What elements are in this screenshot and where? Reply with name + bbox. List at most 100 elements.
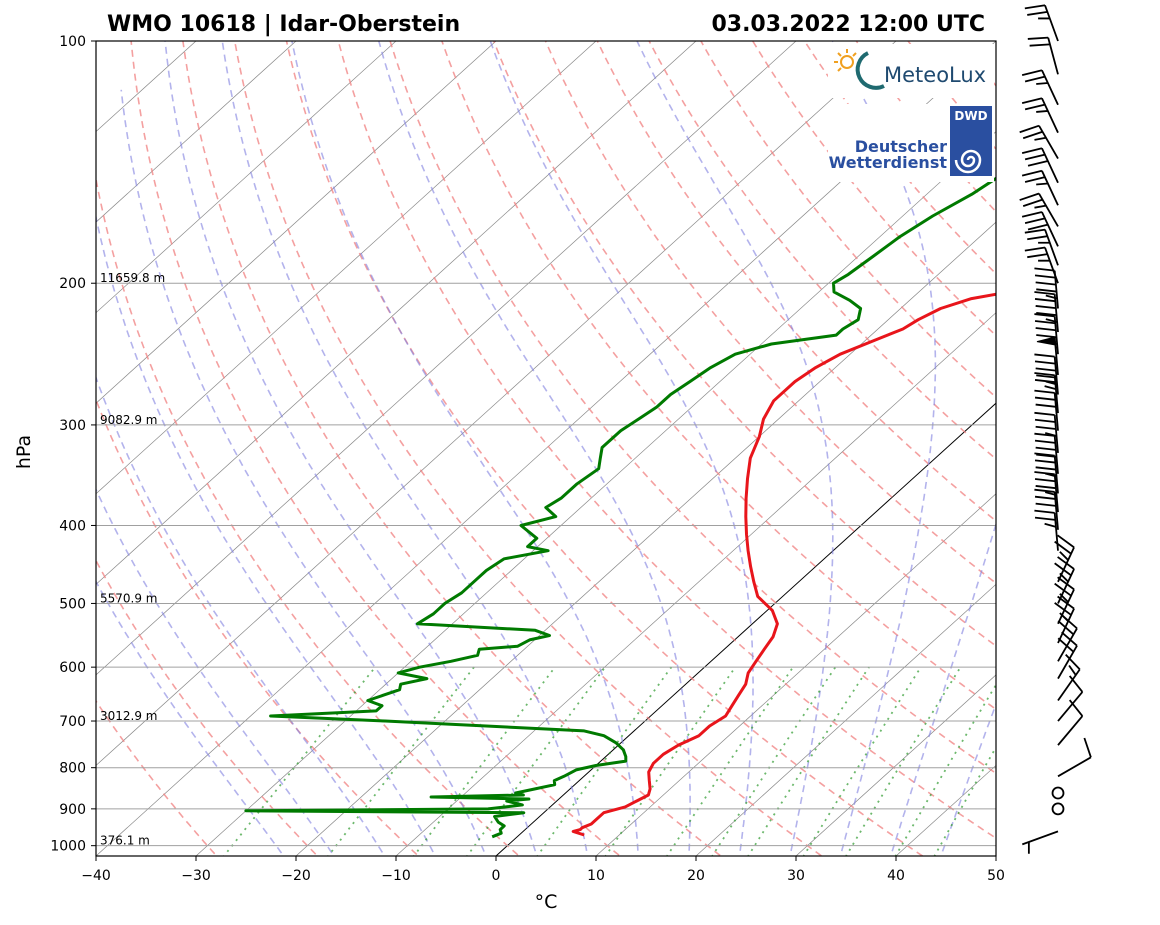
wind-barb [1024, 228, 1059, 266]
moist-adiabat-line [96, 213, 437, 856]
moist-adiabat-line [291, 41, 640, 856]
isotherm-line [96, 41, 397, 314]
plot-frame [95, 40, 997, 857]
barb-feather [1054, 582, 1072, 597]
barb-feather [1034, 379, 1056, 384]
barb-feather [1057, 595, 1075, 610]
dry-adiabat-line [96, 175, 521, 856]
barb-feather [1027, 36, 1049, 40]
wind-barbs [1019, 4, 1092, 854]
temperature-line [571, 292, 996, 837]
barb-shaft [1047, 37, 1059, 75]
barb-feather [1035, 446, 1057, 451]
height-labels: 11659.8 m 9082.9 m 5570.9 m 3012.9 m 376.1 m [100, 271, 165, 847]
mixing-ratio-line [933, 745, 996, 856]
mixing-ratio-line [604, 666, 737, 856]
barb-shaft [1057, 715, 1084, 746]
barb-feather [1034, 320, 1056, 325]
x-tick-label: 10 [587, 868, 605, 884]
wind-barb [1024, 4, 1059, 42]
dwd-logo: DWD Deutscher Wetterdienst [828, 104, 994, 182]
barb-feather [1061, 614, 1078, 630]
mixing-ratio-line [536, 666, 673, 856]
sun-icon [834, 49, 857, 72]
moist-adiabat-line [889, 521, 996, 856]
dry-adiabat-line [96, 558, 319, 856]
barb-feather [1021, 169, 1043, 177]
barb-feather [1034, 298, 1056, 303]
barb-feather [1034, 432, 1055, 437]
barb-feather [1022, 198, 1043, 207]
y-axis-label: hPa [13, 435, 35, 469]
wind-barb [1021, 169, 1059, 206]
calm-wind-circle [1051, 786, 1065, 800]
mixing-ratio-line [465, 666, 606, 856]
barb-feather [1024, 217, 1046, 225]
isotherm-line [96, 41, 897, 766]
barb-feather [1019, 192, 1040, 201]
wind-barb [1034, 411, 1059, 453]
barb-shaft [1041, 69, 1059, 106]
barb-shaft [1038, 125, 1059, 160]
barb-feather [1024, 4, 1046, 10]
swoosh-icon [855, 51, 885, 90]
isotherm-line [995, 855, 996, 856]
wind-barb [1057, 631, 1078, 680]
mixing-ratio-line [845, 666, 962, 856]
dewpoint-line [244, 176, 996, 839]
barb-feather [1068, 664, 1077, 676]
barb-feather [1036, 288, 1057, 293]
barb-feather [1024, 153, 1046, 161]
isotherm-line [96, 41, 697, 585]
y-tick-label: 600 [59, 660, 86, 676]
barb-feather [1044, 385, 1057, 391]
barb-feather [1035, 367, 1057, 372]
height-label: 3012.9 m [100, 709, 158, 723]
barb-feather [1024, 246, 1046, 252]
mixing-ratio-line [894, 683, 996, 856]
barb-feather [1021, 69, 1043, 76]
dry-adiabat-line [96, 397, 420, 856]
barb-feather [1035, 327, 1057, 332]
dry-adiabat-line [96, 699, 218, 856]
dry-adiabat-line [182, 41, 723, 856]
wind-barb [1034, 509, 1059, 551]
x-tick-label: 0 [492, 868, 501, 884]
barb-feather [1035, 425, 1057, 430]
x-tick-label: 40 [887, 868, 905, 884]
barb-feather [1036, 374, 1057, 379]
moist-adiabat-line [489, 41, 754, 856]
wind-barb [1054, 534, 1075, 583]
wind-barb [1057, 699, 1084, 746]
barb-feather [1054, 602, 1072, 616]
wind-barb [1021, 147, 1059, 184]
barb-feather [1057, 620, 1075, 636]
x-tick-label: 20 [687, 868, 705, 884]
mixing-ratio-line [222, 666, 376, 856]
barb-feather [1024, 75, 1046, 83]
height-label: 5570.9 m [100, 591, 158, 605]
barb-feather [1027, 10, 1048, 16]
dry-adiabat-line [389, 41, 996, 775]
mixing-ratio-line [747, 666, 870, 856]
barb-feather [1036, 182, 1048, 186]
wind-barb [1034, 267, 1059, 309]
barb-feather [1057, 637, 1075, 653]
barb-feather [1083, 737, 1092, 758]
wind-barb [1034, 389, 1059, 431]
barb-feather [1034, 204, 1047, 209]
moist-adiabat-line [940, 701, 996, 856]
barb-feather [1027, 223, 1049, 231]
isotherm-line [595, 493, 996, 856]
isotherm-line [695, 583, 996, 856]
dry-adiabat-line [699, 41, 996, 399]
barb-shaft [1057, 691, 1084, 722]
isotherm-line [295, 221, 996, 856]
wind-barb [1021, 211, 1059, 247]
barb-feather [1035, 305, 1057, 310]
meteolux-label: MeteoLux [884, 63, 986, 87]
y-tick-label: 800 [59, 761, 86, 777]
barb-feather [1034, 360, 1056, 365]
barb-feather [1044, 522, 1057, 528]
